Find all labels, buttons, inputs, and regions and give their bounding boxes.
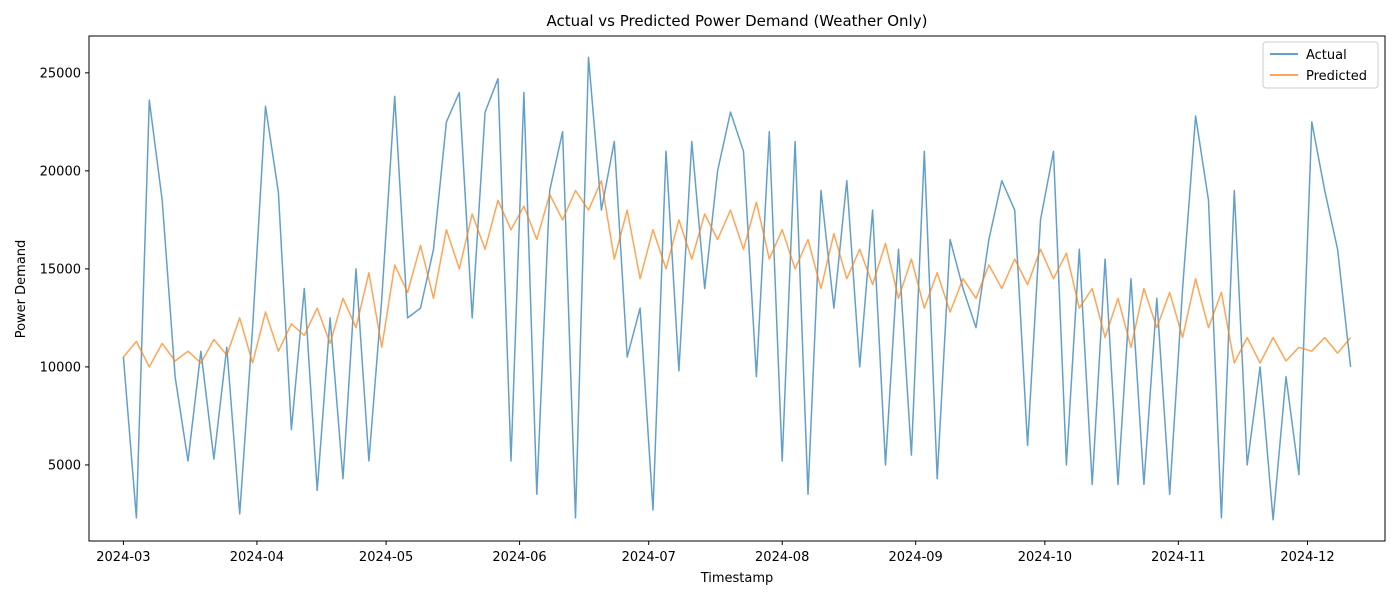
legend-label-predicted: Predicted: [1306, 69, 1367, 84]
x-tick-label: 2024-10: [1018, 550, 1072, 565]
y-tick-label: 5000: [48, 458, 81, 473]
x-tick-label: 2024-09: [889, 550, 943, 565]
y-tick-label: 10000: [40, 360, 81, 375]
x-tick-label: 2024-05: [359, 550, 413, 565]
chart-title: Actual vs Predicted Power Demand (Weathe…: [547, 12, 928, 30]
x-axis: 2024-03 2024-04 2024-05 2024-06 2024-07 2024-…: [96, 541, 1335, 565]
series-line-actual: [122, 56, 1352, 521]
x-tick-label: 2024-06: [492, 550, 546, 565]
plot-frame: [88, 35, 1386, 542]
y-tick-label: 15000: [40, 262, 81, 277]
x-tick-label: 2024-08: [755, 550, 809, 565]
x-tick-label: 2024-07: [622, 550, 676, 565]
series-line-predicted: [122, 179, 1352, 368]
y-axis-label: Power Demand: [14, 240, 29, 339]
y-axis: 5000 10000 15000 20000 25000: [40, 66, 89, 473]
x-tick-label: 2024-12: [1280, 550, 1334, 565]
legend: Actual Predicted: [1262, 41, 1379, 89]
y-tick-label: 20000: [40, 164, 81, 179]
series-layer: [122, 56, 1352, 521]
x-axis-label: Timestamp: [700, 571, 774, 586]
legend-label-actual: Actual: [1306, 48, 1347, 63]
x-tick-label: 2024-11: [1151, 550, 1205, 565]
y-tick-label: 25000: [40, 66, 81, 81]
x-tick-label: 2024-04: [230, 550, 284, 565]
x-tick-label: 2024-03: [96, 550, 150, 565]
